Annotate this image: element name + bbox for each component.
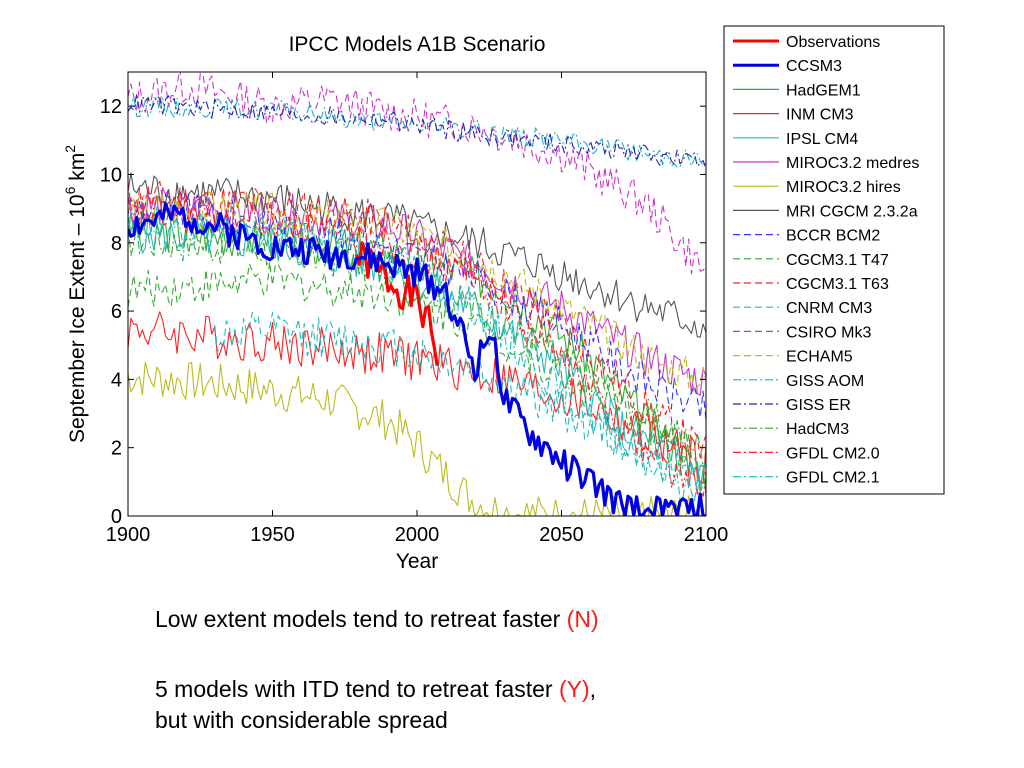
legend-label: CCSM3	[786, 58, 842, 75]
legend-label: IPSL CM4	[786, 131, 858, 148]
caption-low-extent-flag: (N)	[566, 606, 599, 632]
series-line-miroc3-2-hires	[128, 361, 706, 516]
y-tick-label: 2	[111, 438, 122, 460]
y-tick-label: 12	[100, 96, 122, 118]
legend-label: GFDL CM2.1	[786, 470, 880, 487]
series-line-echam5	[128, 191, 706, 394]
x-tick-label: 1950	[250, 524, 295, 546]
legend-label: MIROC3.2 medres	[786, 155, 919, 172]
chart-legend: Observations CCSM3 HadGEM1 INM CM3 IPSL CM4 M…	[723, 25, 945, 495]
series-layer	[128, 72, 706, 516]
series-line-hadgem1	[128, 210, 706, 496]
x-axis-ticks: 1900 1950 2000 2050 2100	[106, 72, 729, 546]
series-line-cnrm-cm3	[214, 311, 706, 493]
legend-label: GFDL CM2.0	[786, 445, 880, 462]
series-line-gfdl-cm2-0	[128, 196, 706, 497]
chart-title: IPCC Models A1B Scenario	[289, 33, 546, 56]
y-tick-label: 8	[111, 233, 122, 255]
caption-itd-models: 5 models with ITD tend to retreat faster…	[155, 674, 596, 736]
series-line-inm-cm3	[128, 311, 706, 484]
legend-label: HadCM3	[786, 421, 849, 438]
x-tick-label: 2000	[395, 524, 440, 546]
series-line-ccsm3	[128, 202, 706, 516]
caption-itd-tail: ,	[589, 676, 597, 702]
y-axis-label-unit-exponent: 2	[62, 145, 78, 153]
series-line-mri-cgcm-2-3-2a	[128, 172, 706, 338]
y-tick-label: 6	[111, 301, 122, 323]
x-tick-label: 2050	[539, 524, 584, 546]
legend-label: ECHAM5	[786, 349, 853, 366]
x-tick-label: 1900	[106, 524, 151, 546]
legend-label: CNRM CM3	[786, 300, 872, 317]
series-line-gfdl-cm2-1	[128, 206, 706, 503]
series-line-hadcm3	[128, 223, 706, 468]
legend-label: MRI CGCM 2.3.2a	[786, 203, 918, 220]
series-line-csiro-mk3	[128, 72, 706, 275]
y-tick-label: 4	[111, 369, 122, 391]
y-axis-ticks: 0 2 4 6 8 10 12	[100, 96, 706, 528]
legend-label: INM CM3	[786, 107, 854, 124]
legend-label: HadGEM1	[786, 82, 861, 99]
legend-label: MIROC3.2 hires	[786, 179, 901, 196]
legend-label: GISS AOM	[786, 373, 864, 390]
y-tick-label: 0	[111, 506, 122, 528]
series-line-giss-aom	[128, 96, 706, 168]
caption-low-extent-text: Low extent models tend to retreat faster	[155, 606, 567, 632]
ice-extent-chart: IPCC Models A1B Scenario 1900 1950 2000 205…	[62, 25, 945, 573]
x-axis-label: Year	[396, 550, 438, 573]
series-line-miroc3-2-medres	[128, 187, 706, 396]
series-line-cgcm3-1-t47	[128, 261, 706, 477]
legend-label: CGCM3.1 T47	[786, 252, 889, 269]
caption-itd-flag: (Y)	[558, 676, 590, 702]
y-axis-label-main: September Ice Extent – 10	[66, 194, 89, 443]
y-axis-label-exponent: 6	[62, 186, 78, 194]
series-line-cgcm3-1-t63	[128, 180, 706, 459]
caption-low-extent: Low extent models tend to retreat faster…	[155, 604, 599, 635]
legend-label: CGCM3.1 T63	[786, 276, 889, 293]
legend-label: BCCR BCM2	[786, 228, 880, 245]
legend-box	[723, 25, 945, 495]
legend-label: CSIRO Mk3	[786, 324, 871, 341]
legend-label: Observations	[786, 34, 880, 51]
legend-label: GISS ER	[786, 397, 851, 414]
y-axis-label: September Ice Extent – 106 km2	[62, 145, 89, 443]
series-line-giss-er	[128, 93, 706, 170]
caption-itd-text: 5 models with ITD tend to retreat faster	[155, 676, 559, 702]
y-axis-label-unit: km	[66, 153, 89, 187]
caption-spread-text: but with considerable spread	[155, 707, 448, 733]
x-tick-label: 2100	[684, 524, 729, 546]
y-tick-label: 10	[100, 164, 122, 186]
